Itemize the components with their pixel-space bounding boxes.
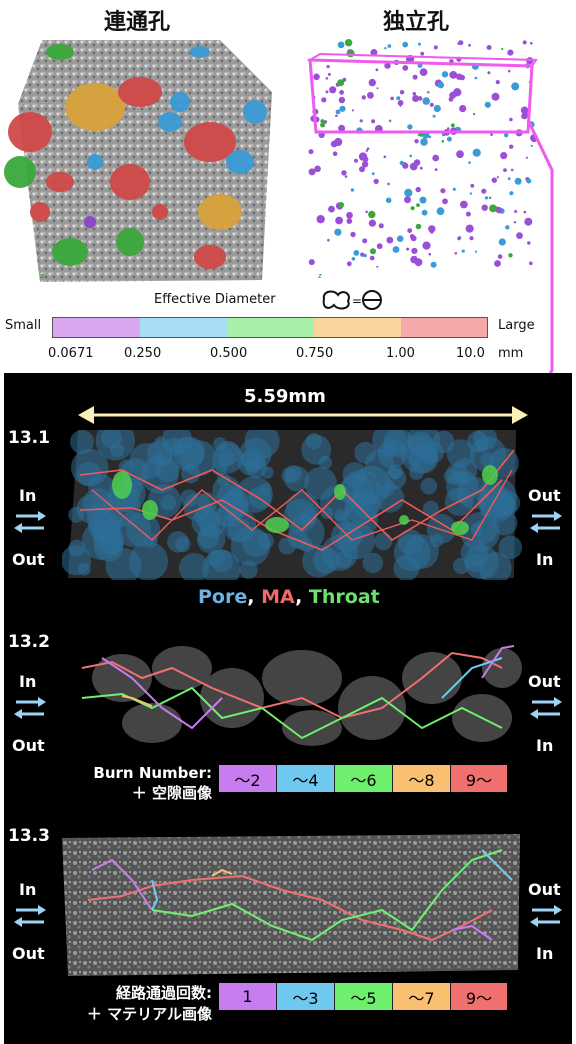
section-13-2-left-in: In [19,672,37,691]
scale-segment-2 [140,318,227,337]
scale-tick-1: 0.0671 [48,346,94,361]
burn-legend-item: ～4 [277,765,335,792]
route-legend-item: ～5 [335,983,393,1010]
route-legend-item: ～3 [277,983,335,1010]
section-13-3-right-out: Out [528,880,561,899]
section-13-3-left-in: In [19,880,37,899]
scale-segment-3 [227,318,314,337]
section-13-3-left-out: Out [12,944,45,963]
connected-pores-title: 連通孔 [104,10,171,35]
burn-number-caption-line2: ＋ 空隙画像 [131,784,212,802]
section-13-2-label: 13.2 [8,632,50,652]
section-13-2-image [81,645,522,746]
section-13-2-left-out: Out [12,736,45,755]
connected-pores-render: z [4,40,272,282]
scale-tick-4: 0.750 [296,346,334,361]
svg-text:=: = [352,294,362,308]
burn-number-legend: ～2 ～4 ～6 ～8 9～ [218,764,508,793]
burn-legend-item: ～6 [335,765,393,792]
scale-tick-6: 10.0 [456,346,485,361]
scale-unit: mm [498,346,524,361]
section-13-1-left-in: In [19,486,37,505]
scale-tick-5: 1.00 [386,346,415,361]
section-13-3-right-arrows-icon [530,905,562,927]
throat-label: Throat [308,586,380,608]
pore-label: Pore [198,586,248,608]
scale-tick-3: 0.500 [210,346,248,361]
burn-legend-item: ～8 [393,765,451,792]
legend-separator-2: , [295,586,309,608]
diameter-glyph-icon: = [322,290,382,310]
section-13-2-left-arrows-icon [14,697,46,719]
svg-text:z: z [40,272,44,280]
scale-tick-2: 0.250 [124,346,162,361]
section-13-1-right-out: Out [528,486,561,505]
legend-separator-1: , [247,586,262,608]
scale-small-label: Small [5,318,42,333]
section-13-2-right-arrows-icon [530,697,562,719]
section-13-3-label: 13.3 [8,826,50,846]
route-legend-item: 1 [219,983,277,1010]
route-legend-item: 9～ [451,983,507,1010]
section-13-3-right-in: In [536,944,554,963]
scale-segment-1 [53,318,140,337]
section-13-2-right-out: Out [528,672,561,691]
section-13-1-label: 13.1 [8,428,50,448]
route-count-caption: 経路通過回数: ＋ マテリアル画像 [40,982,212,1024]
route-count-caption-line2: ＋ マテリアル画像 [86,1005,212,1023]
burn-number-caption: Burn Number: ＋ 空隙画像 [40,764,212,803]
dimension-label: 5.59mm [244,386,326,407]
scale-segment-5 [401,318,487,337]
section-13-1-left-arrows-icon [14,511,46,533]
ma-label: MA [261,586,296,608]
burn-legend-item: ～2 [219,765,277,792]
diameter-color-scale [52,317,488,338]
scale-title: Effective Diameter [154,292,276,307]
pore-ma-throat-legend: Pore, MA, Throat [198,586,380,608]
section-13-1-left-out: Out [12,550,45,569]
isolated-pores-title: 独立孔 [383,10,450,35]
svg-text:z: z [318,272,322,280]
scale-large-label: Large [498,318,535,333]
section-13-1-right-arrows-icon [530,511,562,533]
section-13-3-image [62,834,520,976]
isolated-pores-render: z [306,39,539,280]
burn-number-caption-line1: Burn Number: [93,764,212,782]
section-13-2-right-in: In [536,736,554,755]
section-13-3-left-arrows-icon [14,905,46,927]
dimension-arrow [78,406,528,424]
route-count-caption-line1: 経路通過回数: [116,984,212,1002]
section-13-1-right-in: In [536,550,554,569]
section-13-1-image [62,430,522,580]
route-count-legend: 1 ～3 ～5 ～7 9～ [218,982,508,1011]
route-legend-item: ～7 [393,983,451,1010]
burn-legend-item: 9～ [451,765,507,792]
scale-segment-4 [314,318,401,337]
